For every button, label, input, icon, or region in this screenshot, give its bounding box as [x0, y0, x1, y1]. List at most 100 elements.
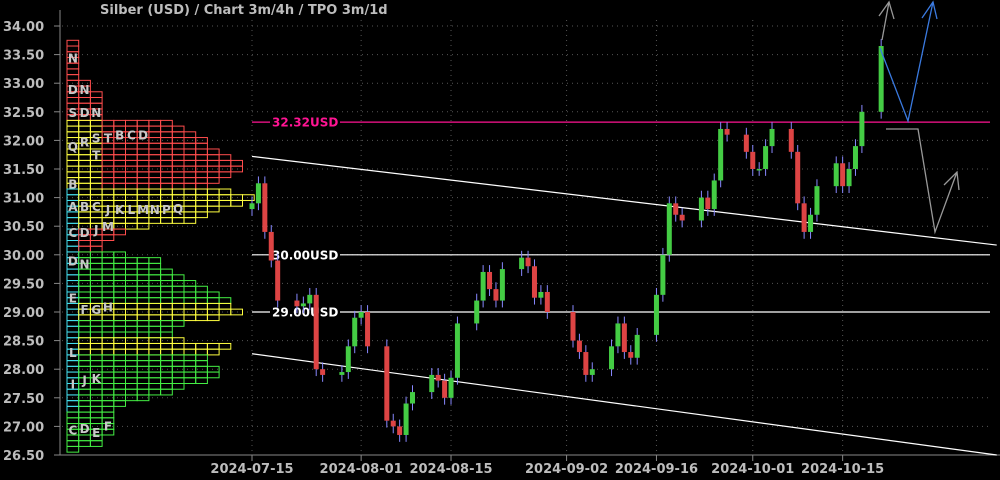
tpo-box	[125, 262, 138, 270]
tpo-box	[206, 159, 220, 167]
tpo-box	[89, 405, 103, 413]
tpo-box	[183, 348, 197, 356]
tpo-letter: N	[80, 257, 90, 271]
tpo-box	[136, 291, 150, 299]
tpo-box	[78, 97, 91, 104]
tpo-box	[148, 383, 162, 390]
tpo-box	[148, 131, 162, 139]
tpo-letter: R	[80, 136, 89, 150]
tpo-box	[113, 177, 127, 184]
candle-down	[442, 380, 448, 398]
tpo-box	[113, 280, 127, 287]
tpo-box	[89, 91, 103, 98]
tpo-box	[101, 371, 115, 379]
tpo-box	[183, 177, 197, 184]
tpo-box	[195, 171, 208, 179]
tpo-letter: C	[68, 226, 77, 240]
tpo-box	[218, 302, 232, 310]
tpo-letter: C	[127, 129, 136, 143]
tpo-box	[101, 411, 115, 419]
tpo-letter: H	[103, 300, 113, 314]
tpo-box	[136, 171, 150, 179]
tpo-box	[218, 188, 232, 196]
tpo-box	[113, 142, 127, 150]
tpo-box	[136, 222, 150, 230]
tpo-box	[195, 148, 208, 156]
tpo-box	[101, 257, 115, 264]
tpo-box	[78, 274, 91, 282]
tpo-box	[78, 400, 91, 407]
candle-down	[570, 312, 576, 341]
candle-up	[763, 146, 769, 169]
tpo-box	[206, 297, 220, 304]
tpo-box	[160, 320, 173, 327]
candle-down	[294, 300, 300, 307]
candle-down	[493, 289, 499, 301]
tpo-box	[183, 280, 197, 287]
tpo-box	[206, 148, 220, 156]
tpo-box	[160, 354, 173, 362]
y-tick-label: 32.00	[3, 134, 44, 149]
tpo-box	[89, 388, 103, 396]
tpo-box	[136, 331, 150, 339]
tpo-box	[218, 342, 232, 350]
tpo-box	[78, 354, 91, 362]
tpo-letter: M	[102, 220, 114, 234]
tpo-box	[89, 320, 103, 327]
x-tick-label: 2024-09-16	[615, 462, 698, 477]
tpo-box	[125, 285, 138, 293]
tpo-box	[160, 377, 173, 384]
tpo-box	[78, 337, 91, 344]
tpo-box	[171, 354, 185, 362]
candle-down	[262, 183, 268, 232]
tpo-box	[78, 125, 91, 133]
tpo-box	[171, 377, 185, 384]
tpo-box	[136, 268, 150, 276]
tpo-box	[89, 245, 103, 253]
tpo-box	[89, 188, 103, 196]
tpo-box	[125, 388, 138, 396]
tpo-box	[78, 165, 91, 173]
tpo-box	[101, 354, 115, 362]
tpo-box	[195, 188, 208, 196]
tpo-box	[195, 354, 208, 362]
tpo-box	[113, 228, 127, 236]
tpo-box	[89, 440, 103, 447]
tpo-box	[183, 297, 197, 304]
tpo-box	[148, 217, 162, 224]
grid	[62, 20, 990, 456]
tpo-box	[125, 291, 138, 299]
tpo-box	[78, 188, 91, 196]
tpo-box	[195, 142, 208, 150]
tpo-box	[125, 148, 138, 156]
tpo-box	[171, 297, 185, 304]
tpo-box	[89, 240, 103, 247]
tpo-letter: N	[68, 51, 78, 65]
candle-down	[531, 266, 537, 298]
tpo-box	[113, 371, 127, 379]
tpo-box	[113, 354, 127, 362]
tpo-box	[160, 125, 173, 133]
tpo-box	[113, 222, 127, 230]
price-level-label: 32.32USD	[272, 116, 338, 130]
tpo-box	[206, 314, 220, 322]
candle-up	[859, 111, 865, 147]
candle-up	[249, 203, 255, 210]
y-tick-label: 26.50	[3, 449, 44, 464]
y-tick-label: 27.00	[3, 420, 44, 435]
tpo-box	[160, 217, 173, 224]
tpo-box	[136, 262, 150, 270]
tpo-box	[136, 177, 150, 184]
candle-up	[410, 392, 415, 404]
tpo-box	[101, 400, 115, 407]
tpo-box	[113, 383, 127, 390]
tpo-letter: N	[150, 203, 160, 217]
tpo-box	[183, 199, 197, 207]
candle-down	[743, 134, 749, 152]
tpo-box	[125, 325, 138, 333]
tpo-box	[136, 188, 150, 196]
tpo-letter: D	[80, 106, 90, 120]
tpo-box	[183, 194, 197, 201]
projection-path-gray	[881, 1, 890, 41]
tpo-box	[171, 371, 185, 379]
